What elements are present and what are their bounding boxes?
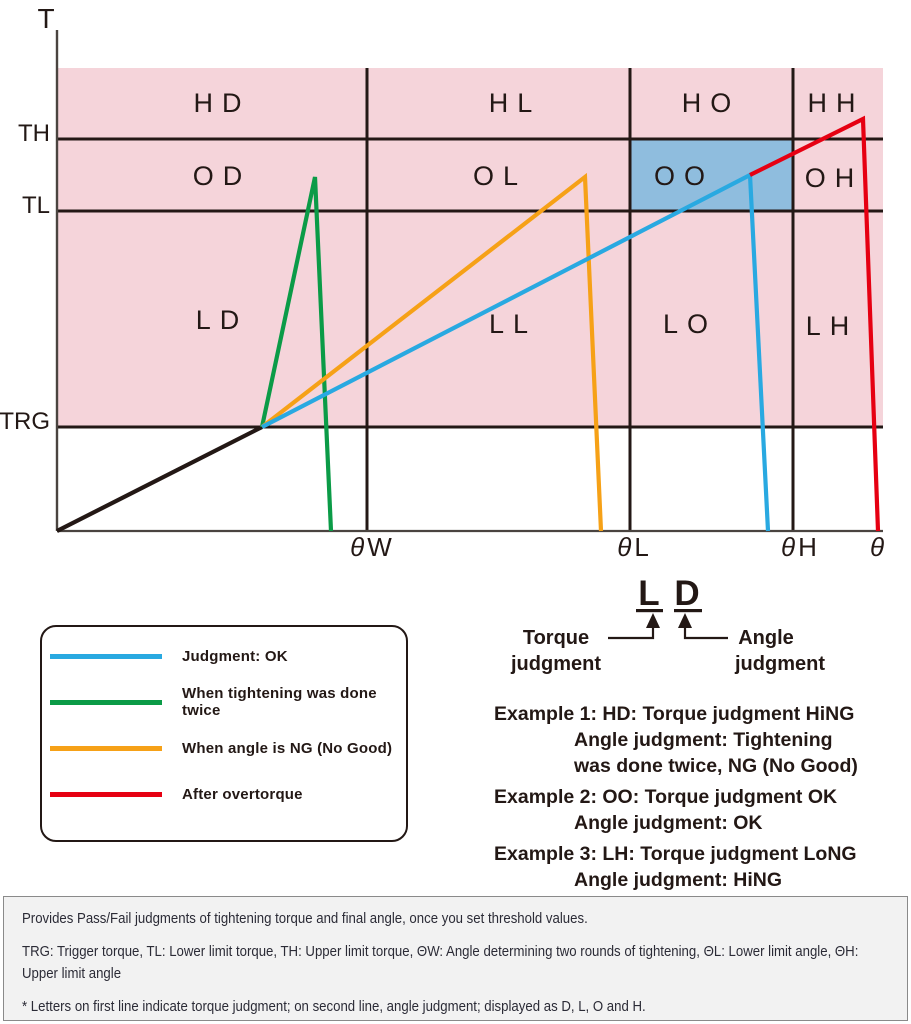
angle-letter-underline <box>674 609 702 613</box>
example-2: Example 2: OO: Torque judgment OK Angle j… <box>494 784 904 836</box>
legend-label: Judgment: OK <box>182 647 288 665</box>
angle-arrow-icon <box>678 613 692 628</box>
legend-label: When angle is NG (No Good) <box>182 739 393 757</box>
zone-label-lo: LO <box>663 309 717 339</box>
angle-connector-line <box>683 627 728 640</box>
zone-label-ho: HO <box>682 88 741 118</box>
example-1-line-3: was done twice, NG (No Good) <box>574 755 858 777</box>
zone-label-od: OD <box>193 161 252 191</box>
angle-letter: D <box>674 574 699 613</box>
legend-item-1: Judgment: OK <box>42 633 406 679</box>
y-tick-label-trg: TRG <box>0 408 50 435</box>
example-3: Example 3: LH: Torque judgment LoNG Angle… <box>494 841 904 893</box>
example-3-line-1: Example 3: LH: Torque judgment LoNG <box>494 843 857 865</box>
legend-box: Judgment: OK When tightening was done twi… <box>40 625 408 842</box>
angle-judgment-label-line2: judgment <box>734 653 825 675</box>
y-tick-label-tl: TL <box>22 192 50 219</box>
x-tick-label-theta: θ <box>870 532 884 562</box>
y-axis-title: T <box>37 3 54 34</box>
ok-zone-highlight <box>630 139 793 211</box>
zone-label-hl: HL <box>489 88 542 118</box>
angle-ng-line <box>260 172 604 532</box>
zone-label-hd: HD <box>194 88 251 118</box>
zone-label-ll: LL <box>489 309 537 339</box>
legend-line-swatch-icon <box>50 653 162 659</box>
legend-item-2: When tightening was done twice <box>42 679 406 725</box>
zone-label-lh: LH <box>806 311 859 341</box>
zone-label-hh: HH <box>808 88 865 118</box>
angle-judgment-label-line1: Angle <box>738 627 794 649</box>
after-overtorque-line <box>749 115 881 532</box>
examples-block: Example 1: HD: Torque judgment HiNG Angle… <box>494 701 904 898</box>
footer-note-text: Provides Pass/Fail judgments of tighteni… <box>22 908 887 1018</box>
ng-region <box>57 68 883 427</box>
example-2-line-2: Angle judgment: OK <box>574 812 763 834</box>
legend-line-swatch-icon <box>50 699 162 705</box>
footer-note-box: Provides Pass/Fail judgments of tighteni… <box>3 896 908 1021</box>
tightening-twice-line <box>259 176 334 532</box>
torque-judgment-label-line1: Torque <box>523 627 589 649</box>
legend-label: After overtorque <box>182 785 303 803</box>
zone-label-oo: OO <box>654 161 714 191</box>
torque-connector-line <box>608 627 655 640</box>
example-1: Example 1: HD: Torque judgment HiNG Angle… <box>494 701 904 779</box>
zone-label-ld: LD <box>196 305 249 335</box>
torque-letter: L <box>638 574 659 613</box>
torque-judgment-label-line2: judgment <box>510 653 601 675</box>
footer-paragraph-1: Provides Pass/Fail judgments of tighteni… <box>22 910 588 927</box>
footer-paragraph-3: * Letters on first line indicate torque … <box>22 998 646 1015</box>
torque-letter-underline <box>636 609 663 613</box>
legend-line-swatch-icon <box>50 791 162 797</box>
zone-label-ol: OL <box>473 161 527 191</box>
example-2-line-1: Example 2: OO: Torque judgment OK <box>494 786 838 808</box>
legend-item-4: After overtorque <box>42 771 406 817</box>
code-explainer: L D Torque judgment Angle judgment <box>510 574 825 675</box>
legend-line-swatch-icon <box>50 745 162 751</box>
example-1-line-2: Angle judgment: Tightening <box>574 729 833 751</box>
legend-item-3: When angle is NG (No Good) <box>42 725 406 771</box>
zone-label-oh: OH <box>805 163 864 193</box>
y-tick-label-th: TH <box>18 120 50 147</box>
example-3-line-2: Angle judgment: HiNG <box>574 869 782 891</box>
legend-label: When tightening was done twice <box>182 685 377 719</box>
footer-paragraph-2: TRG: Trigger torque, TL: Lower limit tor… <box>22 943 859 982</box>
torque-arrow-icon <box>646 613 660 628</box>
torque-angle-chart: HD HL HO HH OD OL OO OH LD LL LO LH TH TL TRG θ W θ L θ H θ T <box>0 3 884 562</box>
initial-tightening-line <box>56 425 263 533</box>
example-1-line-1: Example 1: HD: Torque judgment HiNG <box>494 703 855 725</box>
